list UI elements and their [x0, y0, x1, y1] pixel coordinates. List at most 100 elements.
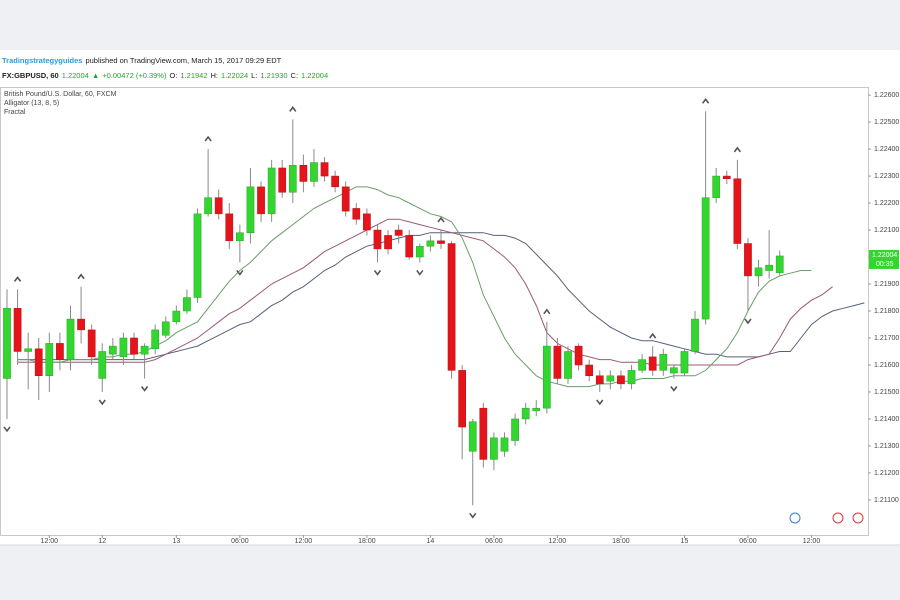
fractal-up [289, 106, 297, 112]
quote-part: ▲ [92, 71, 99, 80]
candle-body [3, 308, 11, 379]
x-tick-label: 12:00 [803, 538, 821, 545]
x-tick-label: 06:00 [739, 538, 757, 545]
y-tick-label: 1.21700 [874, 335, 899, 342]
candle-body [363, 213, 371, 231]
quote-part: C: [291, 71, 299, 80]
fractal-up [733, 146, 742, 153]
candle-body [87, 329, 96, 358]
y-tick-label: 1.21900 [874, 281, 899, 288]
candle-body [722, 175, 731, 180]
y-tick-label: 1.22500 [874, 119, 899, 126]
candle-body [225, 213, 234, 242]
x-tick-label: 12:00 [41, 538, 59, 545]
chart-title: British Pound/U.S. Dollar, 60, FXCM [4, 91, 117, 98]
candle-body [45, 343, 54, 377]
candle-body [638, 359, 646, 371]
fractal-down [596, 399, 604, 406]
quote-part: 1.21930 [260, 71, 287, 80]
y-tick-label: 1.22600 [874, 92, 899, 99]
candle-body [24, 348, 33, 352]
candle-body [236, 232, 244, 242]
candle-body [701, 197, 710, 320]
event-icons [789, 512, 864, 524]
fractal-up [13, 276, 22, 282]
candle-body [331, 175, 339, 188]
quote-part: 1.22004 [301, 71, 328, 80]
candle-body [320, 162, 329, 177]
y-tick-label: 1.21400 [874, 416, 899, 423]
y-tick-label: 1.21600 [874, 362, 899, 369]
event-icon[interactable] [789, 512, 801, 524]
candle-body [257, 186, 265, 215]
alligator-line [17, 218, 833, 366]
candle-body [532, 407, 541, 412]
event-icon[interactable] [832, 512, 844, 524]
last-price-label: 1.22004 [872, 252, 897, 259]
fractal-up [701, 97, 710, 104]
fractal-down [670, 385, 678, 392]
candle-body [119, 337, 128, 358]
candle-body [659, 353, 668, 371]
candle-body [394, 229, 403, 236]
quote-part: H: [211, 71, 219, 80]
y-tick-label: 1.22400 [874, 146, 899, 153]
candle-body [66, 318, 75, 360]
candle-body [310, 162, 318, 182]
fractal-down [3, 426, 11, 433]
candle-body [595, 375, 604, 385]
candle-body [193, 213, 202, 298]
candle-body [214, 197, 223, 215]
candle-body [574, 345, 583, 366]
y-tick-label: 1.22200 [874, 200, 899, 207]
quote-part: 1.22024 [221, 71, 248, 80]
fractal-up [77, 273, 85, 280]
quote-part: 1.21942 [180, 71, 207, 80]
candle-body [437, 240, 445, 244]
candle-body [130, 337, 138, 355]
candle-body [521, 407, 530, 420]
candle-body [98, 351, 107, 379]
candle-body [172, 310, 181, 323]
candle-body [733, 178, 742, 244]
fractal-down [373, 269, 382, 276]
last-price-tag [869, 249, 899, 269]
quote-part: +0.00472 (+0.39%) [102, 71, 167, 80]
fractal-down [140, 385, 149, 392]
countdown: 00:35 [876, 261, 894, 268]
candle-body [13, 308, 22, 352]
y-tick-label: 1.22100 [874, 227, 899, 234]
candle-body [341, 186, 350, 212]
candle-body [468, 421, 477, 452]
fractal-down [98, 399, 106, 406]
candle-body [606, 375, 615, 382]
candle-body [288, 165, 297, 193]
candle-body [373, 229, 382, 250]
candle-body [691, 318, 699, 352]
y-tick-label: 1.21500 [874, 389, 899, 396]
candle-body [352, 208, 361, 220]
candle-body [299, 165, 308, 182]
candle-body [744, 243, 752, 277]
candle-body [458, 370, 467, 428]
y-tick-label: 1.21100 [874, 497, 899, 504]
candle-body [627, 370, 636, 385]
candle-body [648, 356, 657, 371]
candle-body [405, 235, 414, 258]
candle-body [511, 418, 519, 441]
candle-body [542, 345, 551, 409]
y-tick-label: 1.21200 [874, 470, 899, 477]
candle-body [447, 243, 456, 371]
fractal-down [416, 269, 424, 276]
candle-body [278, 167, 287, 193]
x-tick-label: 13 [172, 538, 180, 545]
candle-body [77, 318, 85, 331]
candle-body [712, 175, 721, 198]
candle-body [426, 240, 435, 247]
fractal-up [543, 308, 551, 315]
candle-body [56, 343, 64, 360]
y-tick-label: 1.21300 [874, 443, 899, 450]
candle-body [267, 167, 276, 215]
event-icon[interactable] [852, 512, 864, 524]
candle-body [490, 437, 498, 460]
